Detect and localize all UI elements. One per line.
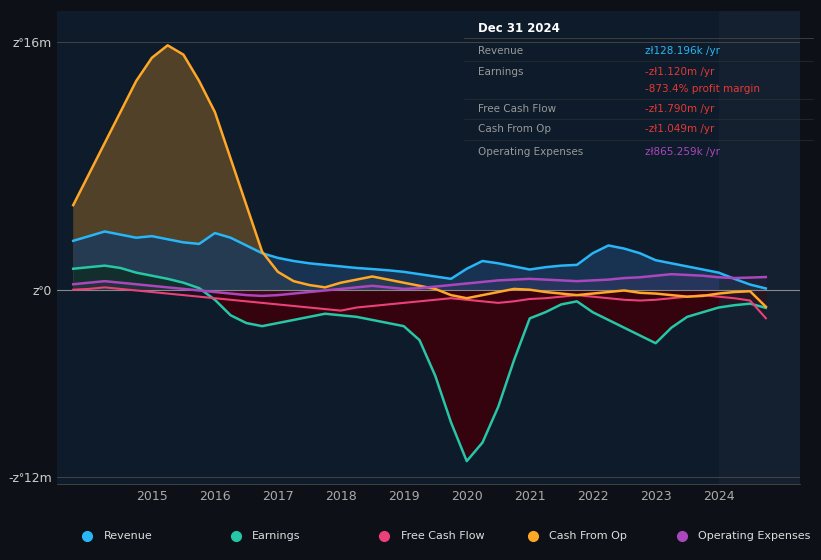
Text: Free Cash Flow: Free Cash Flow bbox=[478, 104, 556, 114]
Bar bbox=[718, 11, 800, 484]
Text: Operating Expenses: Operating Expenses bbox=[478, 147, 583, 157]
Text: zł865.259k /yr: zł865.259k /yr bbox=[645, 147, 720, 157]
Text: Revenue: Revenue bbox=[478, 46, 523, 56]
Text: Revenue: Revenue bbox=[103, 531, 152, 541]
Text: Earnings: Earnings bbox=[478, 67, 523, 77]
Text: zł128.196k /yr: zł128.196k /yr bbox=[645, 46, 720, 56]
Text: Operating Expenses: Operating Expenses bbox=[698, 531, 810, 541]
Text: -zł1.049m /yr: -zł1.049m /yr bbox=[645, 124, 715, 134]
Text: Cash From Op: Cash From Op bbox=[478, 124, 551, 134]
Text: Earnings: Earnings bbox=[252, 531, 300, 541]
Text: Dec 31 2024: Dec 31 2024 bbox=[478, 22, 560, 35]
Text: -zł1.120m /yr: -zł1.120m /yr bbox=[645, 67, 715, 77]
Text: Cash From Op: Cash From Op bbox=[549, 531, 627, 541]
Text: -zł1.790m /yr: -zł1.790m /yr bbox=[645, 104, 715, 114]
Text: Free Cash Flow: Free Cash Flow bbox=[401, 531, 484, 541]
Text: -873.4% profit margin: -873.4% profit margin bbox=[645, 85, 760, 95]
